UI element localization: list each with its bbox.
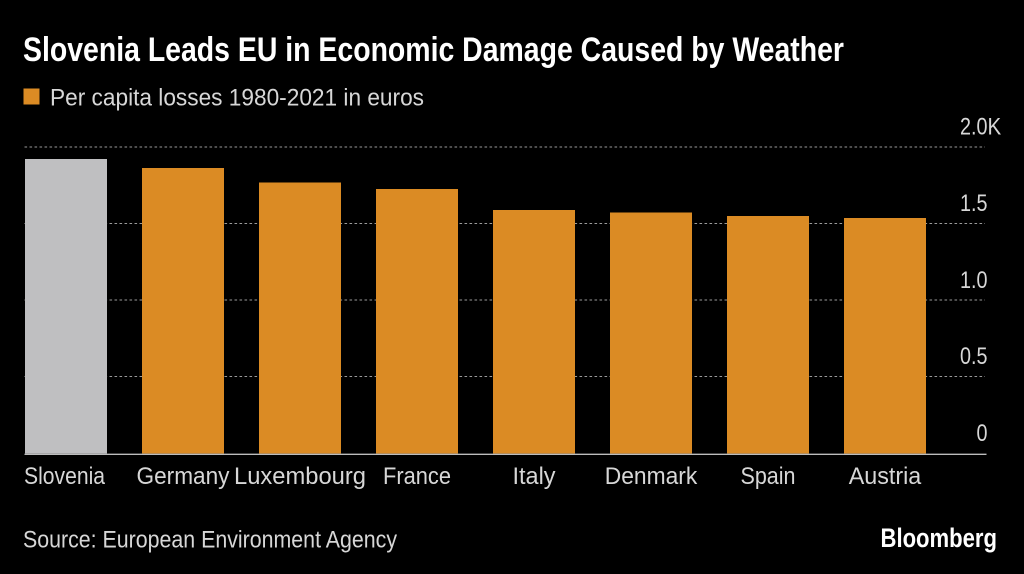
svg-text:Denmark: Denmark [605, 463, 698, 490]
svg-text:Bloomberg: Bloomberg [881, 523, 998, 553]
svg-text:Source: European Environment A: Source: European Environment Agency [23, 527, 397, 554]
svg-text:1.0: 1.0 [960, 267, 988, 294]
svg-text:Slovenia Leads EU in Economic: Slovenia Leads EU in Economic Damage Cau… [23, 31, 844, 69]
svg-text:Per capita losses 1980-2021 in: Per capita losses 1980-2021 in euros [50, 85, 424, 112]
svg-text:France: France [383, 463, 451, 490]
svg-text:Spain: Spain [741, 463, 796, 490]
svg-text:K: K [988, 114, 1002, 141]
svg-text:2.0: 2.0 [960, 114, 988, 141]
svg-text:Italy: Italy [513, 463, 556, 490]
svg-text:0: 0 [977, 420, 988, 447]
svg-text:Germany: Germany [137, 463, 230, 490]
svg-text:0.5: 0.5 [960, 343, 988, 370]
svg-text:Austria: Austria [849, 463, 922, 490]
svg-text:1.5: 1.5 [960, 190, 988, 217]
svg-text:Slovenia: Slovenia [24, 463, 106, 490]
svg-text:Luxembourg: Luxembourg [234, 463, 366, 490]
